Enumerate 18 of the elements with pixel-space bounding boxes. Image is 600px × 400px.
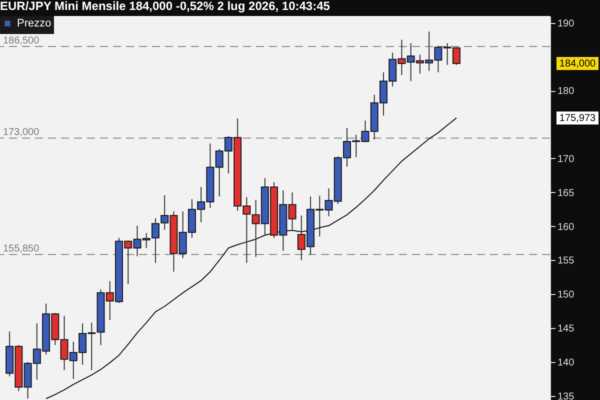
y-tick-label: 165: [558, 188, 575, 199]
legend-label: Prezzo: [17, 18, 52, 30]
ref-line-label: 155,850: [3, 243, 40, 254]
y-tick-label: 150: [558, 290, 575, 301]
y-tick-label: 190: [558, 18, 575, 30]
y-tick-label: 155: [558, 256, 575, 267]
y-tick-label: 135: [558, 391, 575, 400]
y-tick-label: 180: [558, 86, 575, 98]
y-tick-label: 160: [558, 222, 575, 233]
y-tick-label: 140: [558, 358, 575, 369]
y-tick-label: 145: [558, 324, 575, 335]
y-tick-label: 170: [558, 154, 575, 165]
ref-line-label: 173,000: [3, 127, 40, 138]
chart-title: EUR/JPY Mini Mensile 184,000 -0,52% 2 lug 2026, 10:43:45: [0, 0, 330, 13]
line-series: [46, 117, 457, 400]
text: 175,973: [559, 112, 596, 124]
ref-line-label: 186,500: [3, 36, 40, 47]
text: 184,000: [559, 58, 596, 70]
